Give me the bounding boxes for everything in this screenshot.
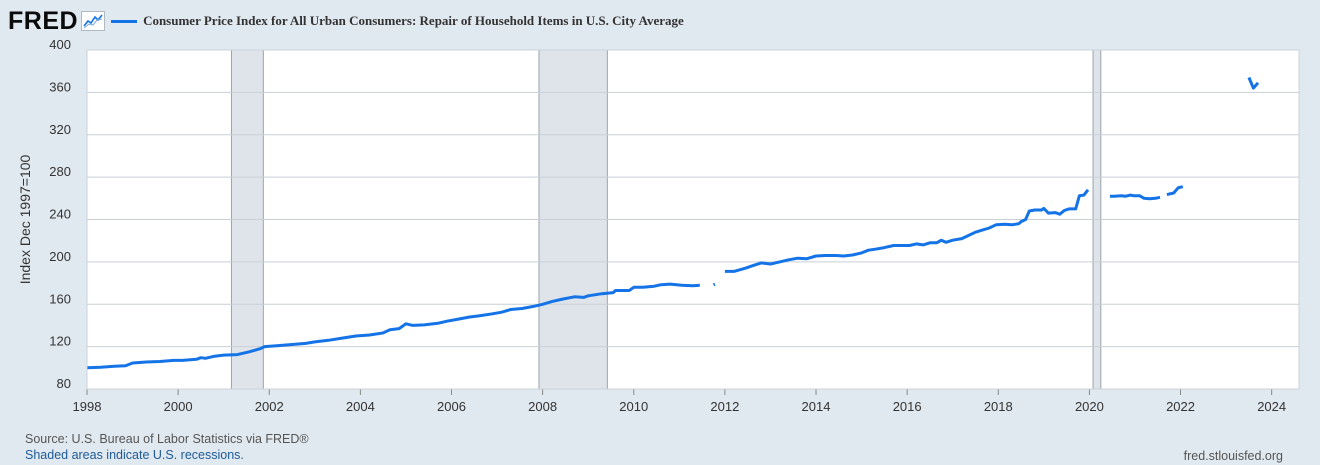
- chart-header: FRED Consumer Price Index for All Urban …: [8, 6, 684, 36]
- y-tick-label: 400: [49, 37, 71, 52]
- series-line-segment: [1166, 185, 1184, 197]
- x-tick-label: 2014: [802, 399, 831, 414]
- x-tick-label: 2000: [164, 399, 193, 414]
- y-tick-label: 120: [49, 334, 71, 349]
- series-line-segment: [1247, 76, 1260, 90]
- y-tick-label: 200: [49, 249, 71, 264]
- series-line-segment: [86, 282, 700, 370]
- series-line-segment: [724, 188, 1090, 273]
- y-tick-label: 80: [57, 376, 71, 391]
- x-tick-label: 2022: [1166, 399, 1195, 414]
- x-tick-label: 2018: [984, 399, 1013, 414]
- x-tick-label: 2012: [710, 399, 739, 414]
- source-note: Source: U.S. Bureau of Labor Statistics …: [25, 432, 309, 446]
- footer-notes: Source: U.S. Bureau of Labor Statistics …: [25, 431, 309, 463]
- fred-logo[interactable]: FRED: [8, 6, 79, 35]
- y-tick-label: 320: [49, 122, 71, 137]
- y-tick-label: 160: [49, 291, 71, 306]
- y-tick-label: 280: [49, 164, 71, 179]
- x-tick-label: 2004: [346, 399, 375, 414]
- site-url[interactable]: fred.stlouisfed.org: [1183, 449, 1283, 463]
- x-tick-label: 2016: [893, 399, 922, 414]
- plot-border: [86, 49, 1300, 390]
- x-tick-label: 2024: [1257, 399, 1286, 414]
- y-tick-label: 360: [49, 79, 71, 94]
- x-tick-label: 2010: [619, 399, 648, 414]
- x-tick-label: 2020: [1075, 399, 1104, 414]
- series-line-segment: [712, 282, 716, 287]
- y-tick-label: 240: [49, 207, 71, 222]
- x-tick-label: 1998: [73, 399, 102, 414]
- x-tick-label: 2002: [255, 399, 284, 414]
- fred-chart-logo-icon: [81, 11, 106, 31]
- y-axis-label: Index Dec 1997=100: [17, 154, 33, 284]
- series-line-segment: [1109, 193, 1161, 201]
- x-tick-label: 2006: [437, 399, 466, 414]
- legend-swatch: [111, 19, 138, 23]
- recession-note[interactable]: Shaded areas indicate U.S. recessions.: [25, 448, 244, 462]
- x-tick-label: 2008: [528, 399, 557, 414]
- chart-title: Consumer Price Index for All Urban Consu…: [143, 13, 684, 28]
